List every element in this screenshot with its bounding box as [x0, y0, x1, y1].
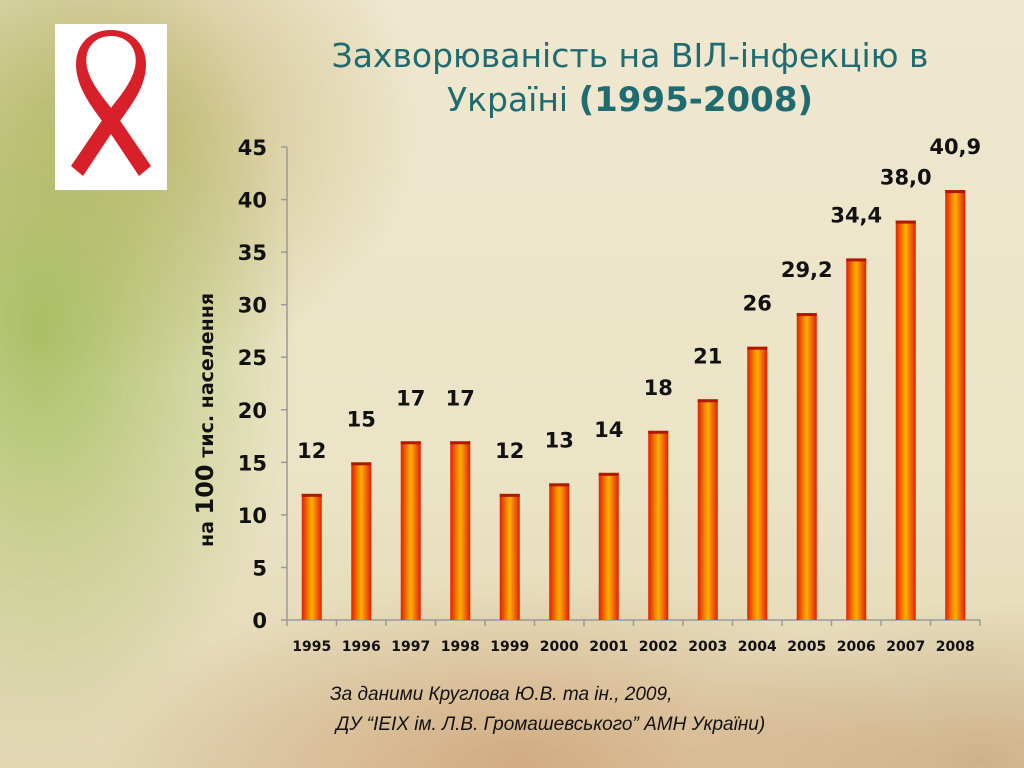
data-label-1999: 12 [495, 439, 524, 463]
y-tick-label: 40 [238, 189, 267, 213]
data-label-1997: 17 [396, 386, 425, 410]
bar-cap-1999 [499, 493, 520, 497]
bar-1995 [301, 493, 322, 620]
bar-cap-2000 [549, 483, 570, 487]
bar-cap-1996 [351, 462, 372, 466]
y-tick-label: 25 [238, 346, 267, 370]
x-tick-label-2003: 2003 [688, 639, 727, 655]
y-tick-label: 45 [238, 136, 267, 160]
bar-2006 [846, 258, 867, 620]
bar-cap-2006 [846, 258, 867, 262]
bar-cap-2002 [648, 430, 669, 434]
y-tick-label: 5 [252, 556, 267, 580]
red-ribbon-icon [71, 30, 151, 176]
x-tick-label-2005: 2005 [787, 639, 826, 655]
x-tick-label-1998: 1998 [441, 639, 480, 655]
bar-1999 [499, 493, 520, 620]
y-tick-label: 10 [238, 504, 267, 528]
bar-cap-1998 [450, 441, 471, 445]
bar-cap-2003 [697, 399, 718, 403]
bar-2008 [945, 190, 966, 620]
title-line-2: Україні [446, 80, 569, 119]
bar-2007 [895, 220, 916, 621]
x-tick-label-2000: 2000 [540, 639, 579, 655]
bar-2001 [598, 472, 619, 620]
bar-cap-2001 [598, 472, 619, 476]
x-tick-label-1997: 1997 [391, 639, 430, 655]
x-tick-label-2001: 2001 [589, 639, 628, 655]
bar-cap-2008 [945, 190, 966, 194]
title-years: (1995-2008) [578, 80, 814, 120]
bar-1998 [450, 441, 471, 620]
title-line-1: Захворюваність на ВІЛ-інфекцію в [331, 36, 929, 75]
x-tick-label-2007: 2007 [886, 639, 925, 655]
bar-1997 [400, 441, 421, 620]
x-tick-label-1996: 1996 [342, 639, 381, 655]
y-tick-label: 30 [238, 294, 267, 318]
data-label-2000: 13 [545, 428, 574, 452]
x-tick-label-2008: 2008 [936, 639, 975, 655]
data-label-2008: 40,9 [929, 135, 981, 159]
data-label-1998: 17 [446, 386, 475, 410]
bar-2000 [549, 483, 570, 620]
x-tick-label-1995: 1995 [292, 639, 331, 655]
bar-2003 [697, 399, 718, 620]
source-note: За даними Круглова Ю.В. та ін., 2009, ДУ… [330, 680, 1010, 740]
x-tick-label-2004: 2004 [738, 639, 777, 655]
data-label-1996: 15 [347, 407, 376, 431]
ribbon-logo [55, 24, 167, 190]
y-tick-label: 15 [238, 451, 267, 475]
bar-2002 [648, 430, 669, 620]
slide-title: Захворюваність на ВІЛ-інфекцію в Україні… [260, 34, 1000, 122]
x-tick-label-1999: 1999 [490, 639, 529, 655]
y-tick-label: 20 [238, 399, 267, 423]
source-line-1: За даними Круглова Ю.В. та ін., 2009, [330, 684, 673, 705]
data-label-2007: 38,0 [880, 166, 932, 190]
source-line-2: ДУ “ІЕІХ ім. Л.В. Громашевського” АМН Ук… [336, 714, 766, 735]
data-label-2003: 21 [693, 344, 722, 368]
x-tick-label-2002: 2002 [639, 639, 678, 655]
bar-1996 [351, 462, 372, 620]
y-tick-label: 35 [238, 241, 267, 265]
y-tick-label: 0 [252, 609, 267, 633]
bar-cap-2004 [747, 346, 768, 350]
data-label-2004: 26 [743, 292, 772, 316]
data-label-1995: 12 [297, 439, 326, 463]
data-label-2006: 34,4 [830, 203, 882, 227]
bar-cap-1995 [301, 493, 322, 497]
bar-cap-2007 [895, 220, 916, 224]
data-label-2001: 14 [594, 418, 623, 442]
data-label-2005: 29,2 [781, 258, 833, 282]
x-tick-label-2006: 2006 [837, 639, 876, 655]
bar-2004 [747, 346, 768, 620]
bar-cap-2005 [796, 313, 817, 317]
data-label-2002: 18 [644, 376, 673, 400]
bar-2005 [796, 313, 817, 620]
bar-cap-1997 [400, 441, 421, 445]
